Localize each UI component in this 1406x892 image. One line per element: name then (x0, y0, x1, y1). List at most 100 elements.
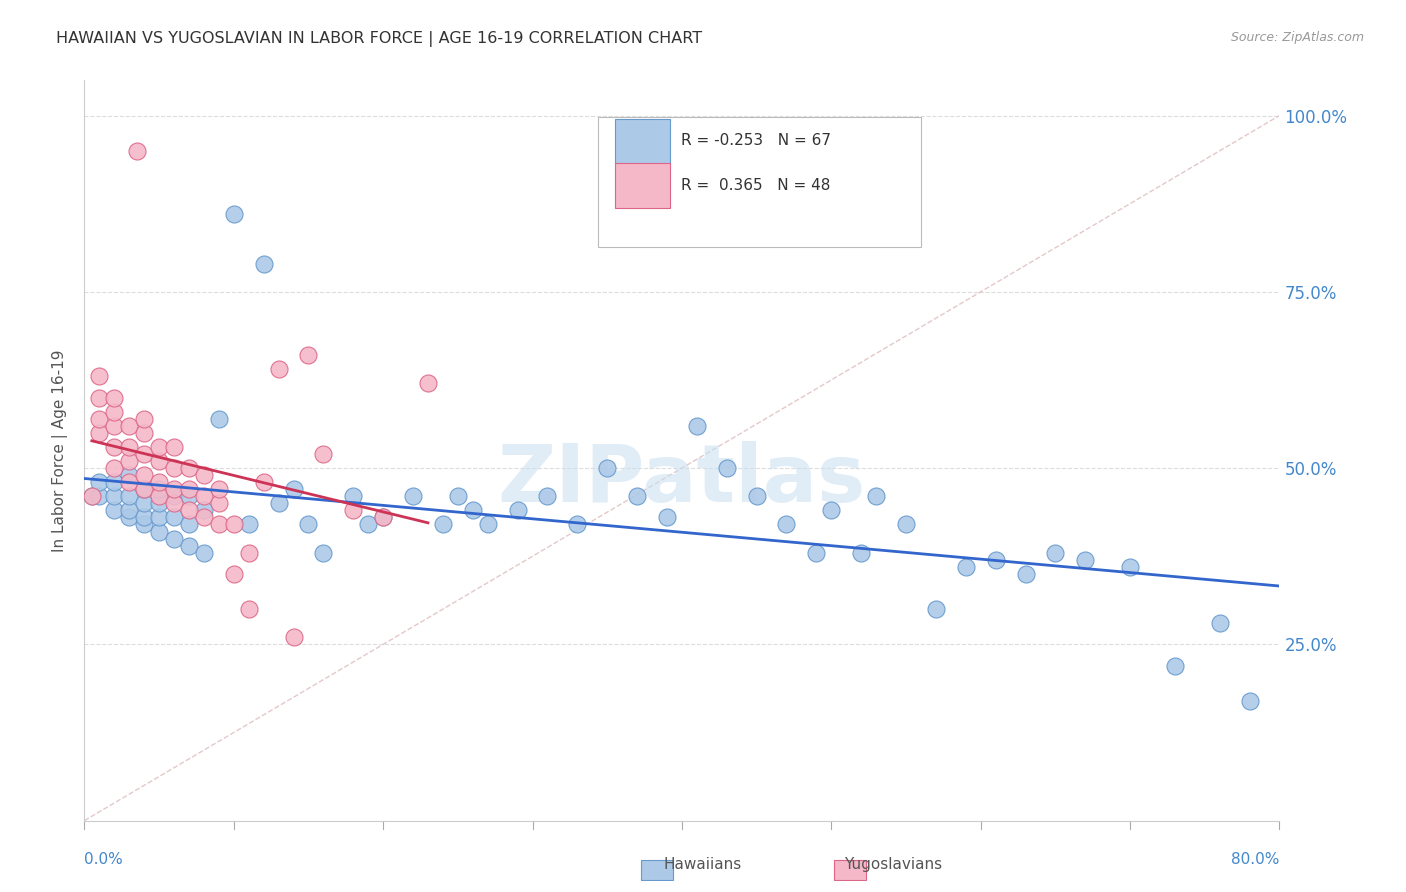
Point (118, 468, 141, 483)
Point (118, 440, 141, 454)
Point (177, 503, 200, 517)
Point (103, 489, 125, 503)
Point (283, 630, 305, 644)
Point (193, 546, 215, 560)
Point (132, 482, 156, 496)
Point (283, 482, 305, 496)
FancyBboxPatch shape (614, 163, 671, 209)
Point (208, 411, 231, 425)
Point (148, 496, 170, 510)
Point (148, 475, 170, 490)
Point (148, 454, 170, 468)
Point (125, 144, 148, 158)
Point (148, 510, 170, 524)
Point (955, 559, 977, 574)
Point (208, 496, 231, 510)
Point (103, 475, 125, 490)
Point (567, 517, 589, 532)
Point (208, 517, 231, 532)
Point (163, 440, 186, 454)
Point (148, 440, 170, 454)
Point (820, 503, 842, 517)
Point (132, 425, 156, 440)
Point (461, 503, 484, 517)
Point (1014, 566, 1036, 581)
Point (342, 503, 364, 517)
Point (432, 517, 454, 532)
FancyBboxPatch shape (614, 119, 671, 164)
FancyBboxPatch shape (599, 117, 921, 247)
Text: Source: ZipAtlas.com: Source: ZipAtlas.com (1230, 31, 1364, 45)
Point (118, 489, 141, 503)
Point (163, 532, 186, 546)
Text: ZIPatlas: ZIPatlas (498, 441, 866, 519)
Point (89, 475, 111, 490)
Point (1119, 559, 1142, 574)
Point (89, 425, 111, 440)
Point (148, 524, 170, 539)
Point (132, 482, 156, 496)
Point (222, 566, 245, 581)
Point (865, 489, 887, 503)
Text: HAWAIIAN VS YUGOSLAVIAN IN LABOR FORCE | AGE 16-19 CORRELATION CHART: HAWAIIAN VS YUGOSLAVIAN IN LABOR FORCE |… (56, 31, 703, 47)
Point (1239, 694, 1261, 708)
Point (163, 461, 186, 475)
Point (373, 510, 395, 524)
Point (312, 546, 335, 560)
Point (132, 517, 156, 532)
Text: Hawaiians: Hawaiians (664, 857, 742, 872)
Point (132, 510, 156, 524)
Point (193, 489, 215, 503)
Point (118, 454, 141, 468)
Point (118, 510, 141, 524)
Point (177, 539, 200, 553)
Point (89, 369, 111, 384)
Point (103, 418, 125, 433)
Point (925, 602, 948, 616)
Point (80, 489, 103, 503)
Point (373, 510, 395, 524)
Point (477, 517, 499, 532)
Point (103, 391, 125, 405)
Point (716, 461, 738, 475)
Text: 80.0%: 80.0% (1232, 853, 1279, 867)
Point (536, 489, 558, 503)
Point (1164, 658, 1187, 673)
Point (163, 510, 186, 524)
Point (447, 489, 470, 503)
Point (655, 510, 678, 524)
Point (357, 517, 380, 532)
Point (80, 489, 103, 503)
Text: Yugoslavians: Yugoslavians (844, 857, 942, 872)
Point (506, 503, 529, 517)
Point (253, 475, 276, 490)
Point (89, 391, 111, 405)
Point (177, 482, 200, 496)
Point (103, 440, 125, 454)
Point (626, 489, 648, 503)
Point (238, 546, 260, 560)
Point (222, 207, 245, 221)
Point (163, 482, 186, 496)
Point (163, 496, 186, 510)
Point (775, 517, 797, 532)
Point (148, 489, 170, 503)
Point (267, 362, 290, 376)
Y-axis label: In Labor Force | Age 16-19: In Labor Force | Age 16-19 (52, 349, 67, 552)
Point (103, 503, 125, 517)
Point (745, 489, 768, 503)
Point (89, 489, 111, 503)
Point (1074, 553, 1097, 567)
Point (222, 517, 245, 532)
Point (267, 496, 290, 510)
Point (177, 517, 200, 532)
Point (238, 517, 260, 532)
Point (193, 503, 215, 517)
Point (193, 468, 215, 483)
Point (103, 405, 125, 419)
Point (851, 546, 873, 560)
Point (1209, 616, 1232, 631)
Point (132, 468, 156, 483)
Point (148, 482, 170, 496)
Point (193, 510, 215, 524)
